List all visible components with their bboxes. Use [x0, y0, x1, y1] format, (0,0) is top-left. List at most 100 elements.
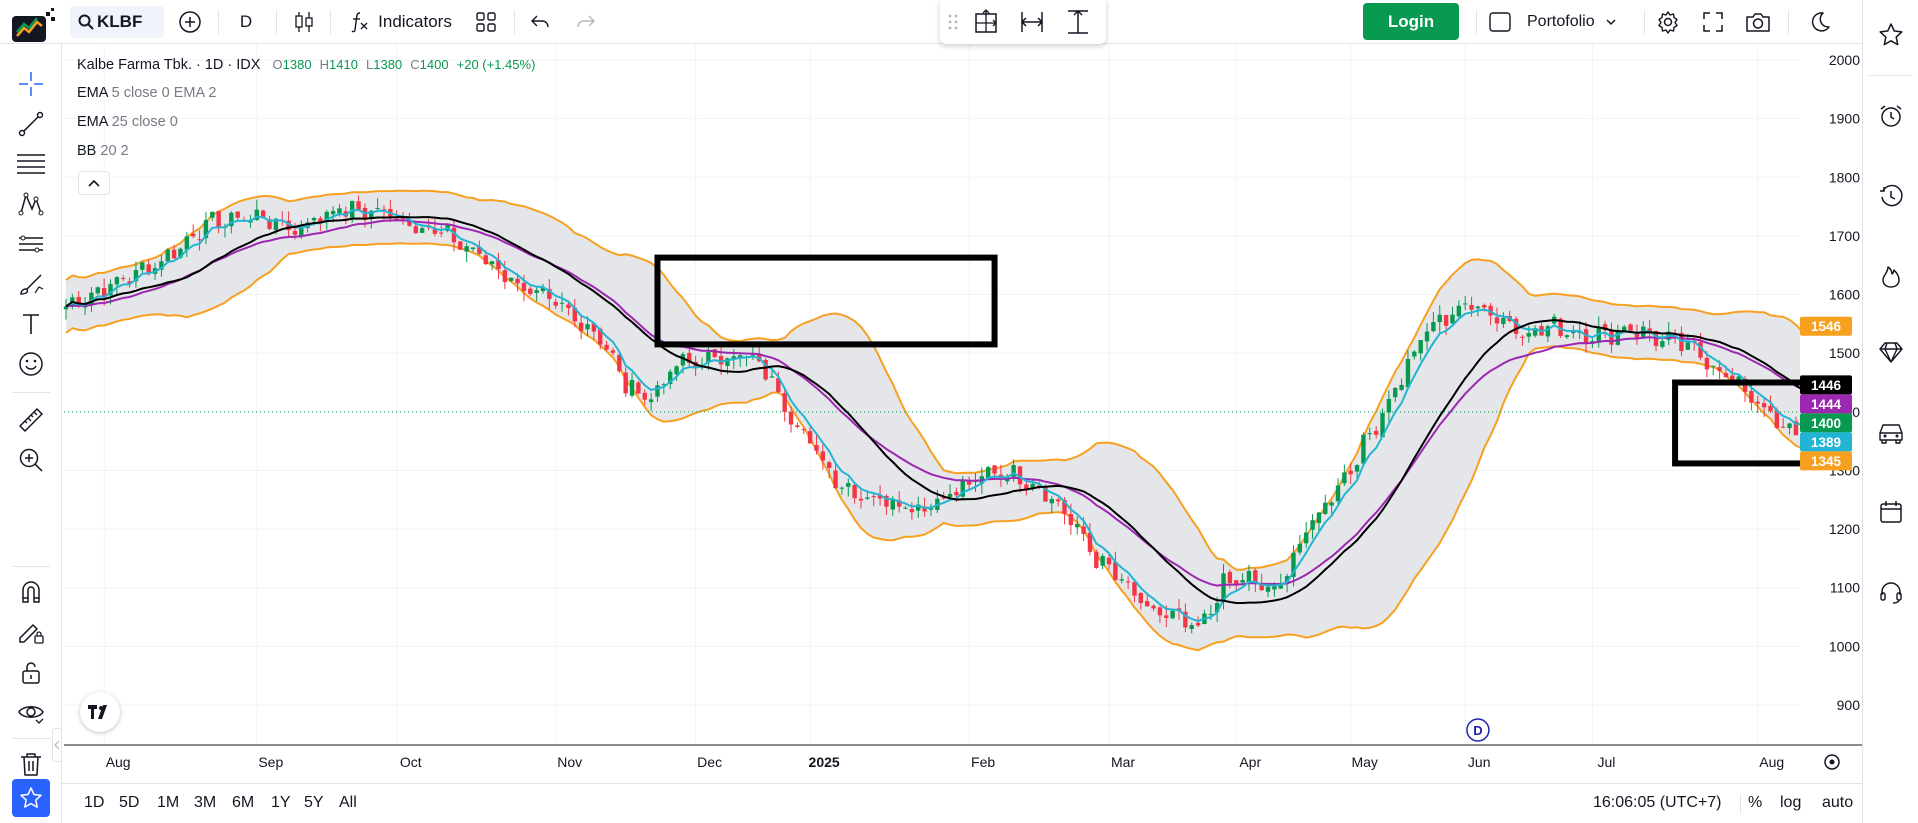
dividend-marker[interactable]	[1466, 718, 1490, 742]
lock-drawings-tool[interactable]	[13, 654, 49, 690]
candle-body	[1513, 318, 1519, 334]
candle-body	[1361, 434, 1366, 464]
login-button[interactable]: Login	[1363, 3, 1459, 40]
calendar-button[interactable]	[1873, 494, 1909, 530]
app-logo-icon	[12, 8, 55, 42]
legend-close: 1400	[419, 57, 449, 72]
candle-body	[1437, 314, 1442, 323]
annotation-rectangle[interactable]	[654, 254, 998, 348]
symbol-search[interactable]: KLBF	[70, 6, 164, 38]
text-tool[interactable]	[13, 306, 49, 342]
candle-body	[839, 487, 845, 489]
range-1y[interactable]: 1Y	[271, 794, 291, 811]
trend-line-icon	[18, 111, 44, 137]
auto-toggle[interactable]: auto	[1822, 794, 1854, 811]
emoji-tool[interactable]	[13, 346, 49, 382]
app-logo[interactable]	[10, 6, 56, 48]
range-3m[interactable]: 3M	[194, 794, 217, 811]
candle-body	[159, 261, 164, 270]
remove-drawings-tool[interactable]	[13, 746, 49, 782]
range-6m[interactable]: 6M	[232, 794, 255, 811]
hotlists-button[interactable]	[1873, 258, 1909, 294]
candle-body	[604, 344, 609, 350]
brush-tool[interactable]	[13, 266, 49, 302]
legend-high: 1410	[329, 57, 358, 72]
range-5d[interactable]: 5D	[119, 794, 140, 811]
watchlist-button[interactable]	[1873, 17, 1909, 53]
chart-type-button[interactable]	[288, 6, 320, 38]
redo-icon	[577, 15, 595, 28]
date-range-icon	[1020, 12, 1044, 32]
price-tag	[1800, 316, 1852, 336]
date-price-range-button[interactable]	[970, 6, 1002, 38]
candle-body	[1164, 615, 1169, 618]
portfolio-label: Portofolio	[1527, 13, 1595, 30]
fullscreen-button[interactable]	[1697, 6, 1729, 38]
premium-button[interactable]	[1873, 334, 1909, 370]
favorites-button[interactable]	[12, 779, 50, 817]
crosshair-tool[interactable]	[13, 66, 49, 102]
screener-button[interactable]	[1873, 414, 1909, 450]
drag-handle-icon[interactable]	[948, 14, 958, 30]
pattern-tool[interactable]	[13, 186, 49, 222]
help-button[interactable]	[1873, 574, 1909, 610]
candle-body	[1774, 410, 1780, 428]
range-1m[interactable]: 1M	[157, 794, 180, 811]
settings-button[interactable]	[1652, 6, 1684, 38]
candle-body	[534, 290, 539, 293]
candle-body	[121, 278, 126, 280]
legend-ema-slow[interactable]: EMA 25 close 0	[77, 114, 178, 130]
range-1d[interactable]: 1D	[84, 794, 105, 811]
undo-button[interactable]	[524, 6, 556, 38]
candle-body	[419, 228, 425, 233]
price-range-button[interactable]	[1062, 6, 1094, 38]
legend-collapse-button[interactable]	[78, 171, 110, 195]
candle-body	[909, 508, 915, 513]
theme-toggle-button[interactable]	[1804, 6, 1836, 38]
pattern-icon	[18, 192, 44, 216]
log-toggle[interactable]: log	[1780, 794, 1802, 811]
legend-bb[interactable]: BB 20 2	[77, 143, 129, 159]
alerts-button[interactable]	[1873, 98, 1909, 134]
candle-body	[1761, 403, 1767, 408]
candle-body	[1030, 483, 1035, 489]
candle-body	[782, 393, 787, 413]
percent-toggle[interactable]: %	[1748, 794, 1763, 811]
candle-body	[865, 497, 870, 499]
tradingview-logo[interactable]	[80, 692, 120, 732]
measure-tool[interactable]	[13, 402, 49, 438]
layouts-button[interactable]	[470, 6, 502, 38]
candle-body	[827, 462, 832, 468]
toolbar-collapse-handle[interactable]	[52, 728, 62, 762]
forecasting-tool[interactable]	[13, 226, 49, 262]
axis-settings-icon[interactable]	[1824, 754, 1840, 770]
candle-body	[941, 497, 946, 499]
price-tag-label: 1446	[1811, 378, 1842, 393]
range-5y[interactable]: 5Y	[304, 794, 324, 811]
clock-timezone[interactable]: 16:06:05 (UTC+7)	[1593, 794, 1722, 811]
stay-in-drawing-mode-tool[interactable]	[13, 614, 49, 650]
flame-icon	[1882, 266, 1900, 288]
candle-body	[1520, 336, 1525, 338]
history-button[interactable]	[1873, 178, 1909, 214]
range-all[interactable]: All	[339, 794, 357, 811]
indicators-button[interactable]: Indicators	[344, 6, 456, 38]
redo-button[interactable]	[570, 6, 602, 38]
candle-body	[598, 328, 603, 345]
hide-drawings-tool[interactable]	[13, 694, 49, 730]
legend-ema-fast[interactable]: EMA 5 close 0 EMA 2	[77, 85, 216, 101]
screenshot-button[interactable]	[1742, 6, 1774, 38]
compare-symbol-button[interactable]	[174, 6, 206, 38]
fib-tool[interactable]	[13, 146, 49, 182]
candle-body	[1431, 322, 1436, 332]
star-icon	[20, 787, 42, 808]
portfolio-dropdown[interactable]: Portofolio	[1488, 6, 1628, 38]
candle-body	[547, 288, 552, 299]
interval-button[interactable]: D	[230, 6, 262, 38]
trend-line-tool[interactable]	[13, 106, 49, 142]
magnet-tool[interactable]	[13, 574, 49, 610]
zoom-in-tool[interactable]	[13, 442, 49, 478]
date-range-button[interactable]	[1016, 6, 1048, 38]
candle-body	[1672, 333, 1678, 336]
